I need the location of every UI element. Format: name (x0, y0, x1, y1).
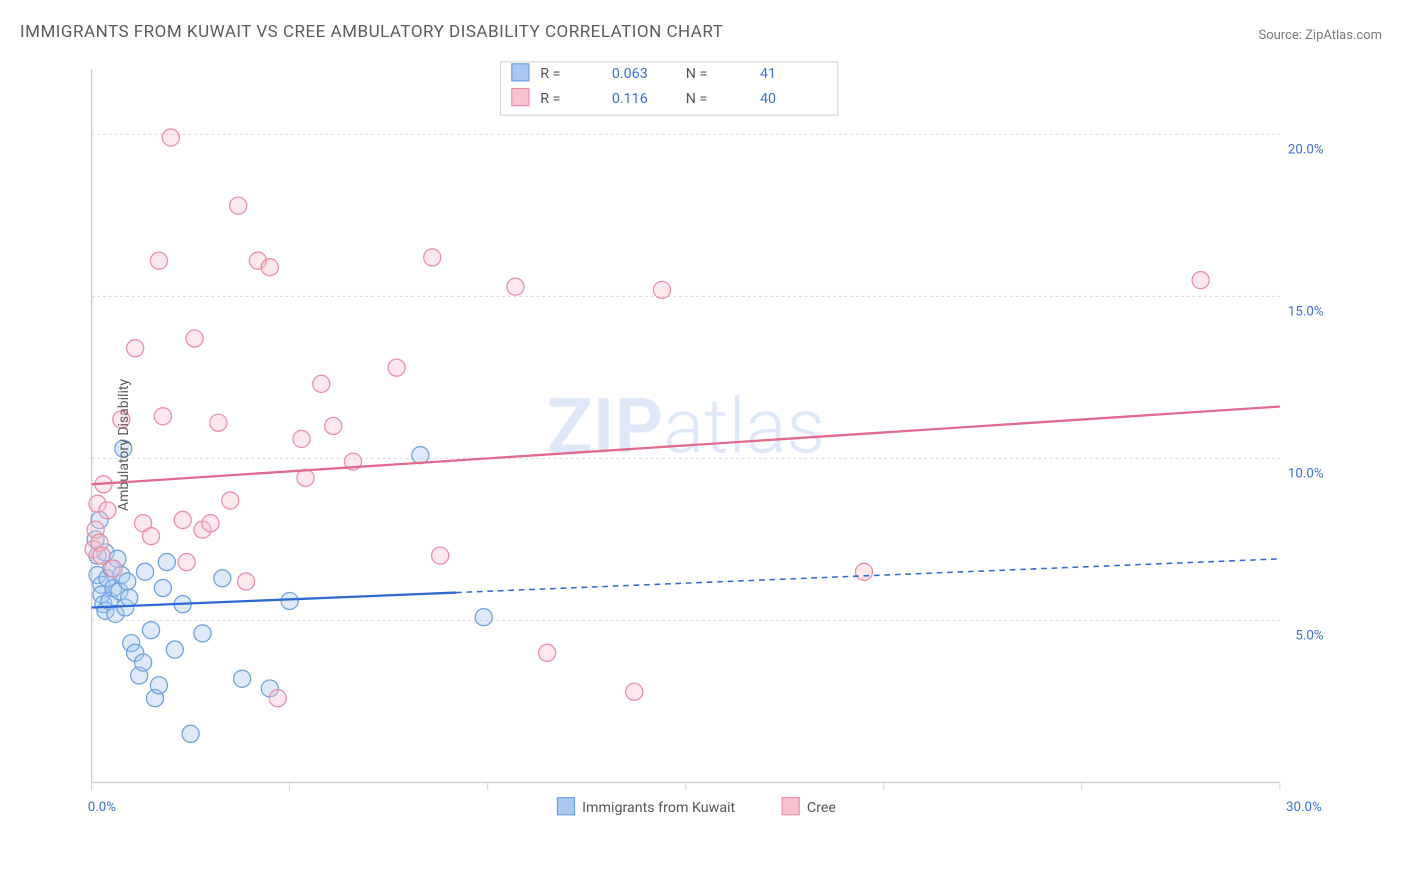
data-point (135, 654, 152, 671)
data-point (150, 252, 167, 269)
data-point (174, 511, 191, 528)
data-point (238, 573, 255, 590)
data-point (121, 589, 138, 606)
data-point (269, 690, 286, 707)
data-point (210, 414, 227, 431)
source-attribution: Source: ZipAtlas.com (1258, 28, 1382, 43)
legend-swatch (512, 89, 529, 106)
data-point (412, 447, 429, 464)
y-tick-label: 20.0% (1288, 142, 1324, 157)
data-point (214, 570, 231, 587)
chart-title: IMMIGRANTS FROM KUWAIT VS CREE AMBULATOR… (20, 22, 723, 42)
data-point (127, 340, 144, 357)
data-point (230, 197, 247, 214)
data-point (432, 547, 449, 564)
data-point (178, 554, 195, 571)
data-point (166, 641, 183, 658)
data-point (142, 622, 159, 639)
trend-line (92, 593, 456, 608)
legend-swatch (782, 798, 799, 815)
x-tick-label: 0.0% (88, 800, 116, 815)
data-point (234, 670, 251, 687)
data-point (142, 528, 159, 545)
data-point (202, 515, 219, 532)
data-point (119, 573, 136, 590)
legend-r-value: 0.116 (612, 91, 648, 107)
data-point (507, 278, 524, 295)
data-point (388, 359, 405, 376)
y-tick-label: 10.0% (1288, 466, 1324, 481)
data-point (105, 560, 122, 577)
series-label: Cree (807, 800, 837, 816)
data-point (194, 625, 211, 642)
data-point (313, 375, 330, 392)
data-point (154, 579, 171, 596)
legend-r-label: R = (540, 91, 560, 107)
scatter-chart: ZIPatlas5.0%10.0%15.0%20.0%0.0%30.0%R =0… (50, 60, 1350, 830)
x-tick-label: 30.0% (1286, 800, 1322, 815)
data-point (325, 417, 342, 434)
legend-n-label: N = (686, 66, 708, 82)
legend-r-label: R = (540, 66, 560, 82)
data-point (99, 502, 116, 519)
y-axis-title: Ambulatory Disability (116, 379, 132, 511)
plot-container: Ambulatory Disability ZIPatlas5.0%10.0%1… (50, 60, 1350, 830)
data-point (653, 281, 670, 298)
data-point (222, 492, 239, 509)
data-point (137, 563, 154, 580)
y-tick-label: 5.0% (1295, 628, 1323, 643)
legend-r-value: 0.063 (612, 66, 648, 82)
series-label: Immigrants from Kuwait (582, 800, 735, 816)
legend-n-value: 40 (760, 91, 776, 107)
data-point (424, 249, 441, 266)
data-point (855, 563, 872, 580)
data-point (293, 430, 310, 447)
y-tick-label: 15.0% (1288, 304, 1324, 319)
data-point (150, 677, 167, 694)
legend-swatch (512, 64, 529, 81)
data-point (154, 408, 171, 425)
data-point (1192, 272, 1209, 289)
data-point (182, 725, 199, 742)
data-point (261, 259, 278, 276)
legend-swatch (557, 798, 574, 815)
data-point (626, 683, 643, 700)
data-point (158, 554, 175, 571)
data-point (186, 330, 203, 347)
data-point (539, 644, 556, 661)
data-point (281, 592, 298, 609)
legend-n-label: N = (686, 91, 708, 107)
data-point (475, 609, 492, 626)
legend-n-value: 41 (760, 66, 776, 82)
data-point (162, 129, 179, 146)
